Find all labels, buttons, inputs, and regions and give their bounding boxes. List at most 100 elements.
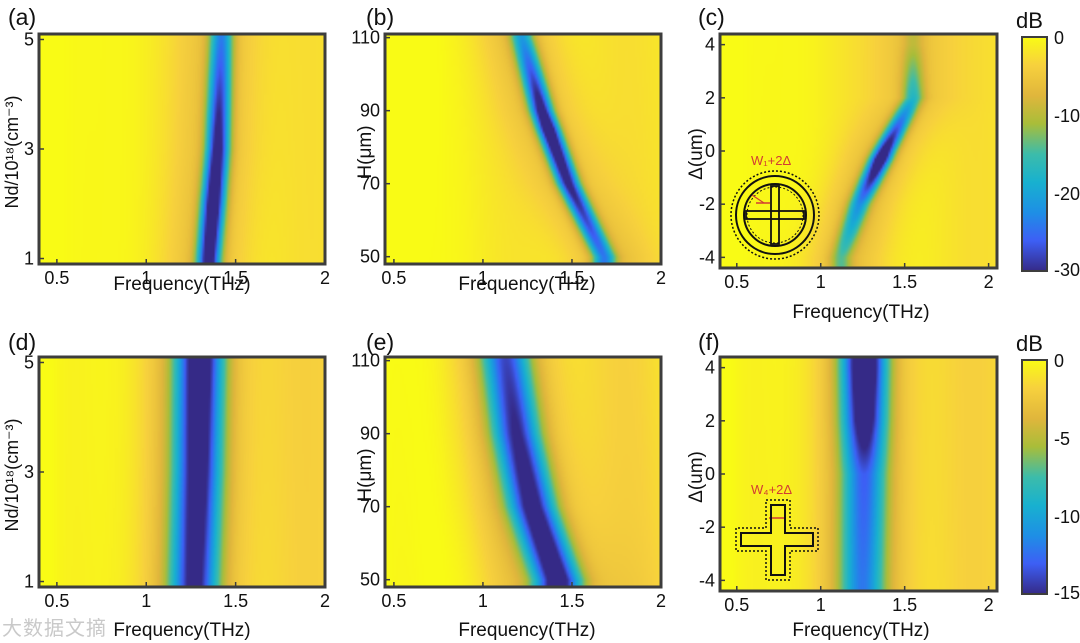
xlabel-d: Frequency(THz) — [113, 620, 250, 641]
colorbar-1-tick-label: -10 — [1054, 106, 1080, 126]
inset-cross-f — [740, 504, 814, 576]
yticks-c: -4 -2 0 2 4 — [699, 35, 725, 267]
xtick-label-e: 0.5 — [381, 591, 406, 611]
colorbar-1-unit: dB — [1016, 8, 1043, 33]
xtick-label-c: 1 — [816, 272, 826, 292]
xtick-label-d: 0.5 — [44, 591, 69, 611]
xtick-label-e: 1.5 — [559, 591, 584, 611]
xtick-label-c: 2 — [984, 272, 994, 292]
xtick-label-e: 1 — [478, 591, 488, 611]
inset-label-c: W₁+2Δ — [751, 153, 791, 168]
ytick-label-c: -2 — [699, 194, 715, 214]
inset-f: W₄+2Δ — [735, 482, 819, 581]
colorbar-1-tick-label: 0 — [1054, 28, 1064, 48]
xtick-label-e: 2 — [656, 591, 666, 611]
inset-leader-c — [751, 194, 765, 204]
ytick-label-d: 1 — [24, 572, 34, 592]
panel-c: (c) Frequency(THz) Δ(um) 0.5 1 1.5 2 -4 -2 0 2 4… — [686, 4, 999, 323]
xtick-label-c: 0.5 — [724, 272, 749, 292]
colorbar-1-tick-label: -30 — [1054, 260, 1080, 280]
xtick-label-d: 1.5 — [223, 591, 248, 611]
xlabel-f: Frequency(THz) — [792, 620, 929, 641]
xtick-label-d: 1 — [141, 591, 151, 611]
ylabel-f: Δ(um) — [686, 451, 707, 503]
xtick-label-b: 1.5 — [559, 268, 584, 288]
xticks-d: 0.5 1 1.5 2 — [44, 582, 330, 611]
panel-label-d: (d) — [8, 329, 36, 355]
inset-cross-h-c — [745, 210, 805, 220]
inset-inner-ring-c — [743, 183, 807, 247]
yticks-b: 50 70 90 110 — [351, 28, 390, 267]
xtick-label-b: 1 — [478, 268, 488, 288]
ytick-label-f: -2 — [699, 517, 715, 537]
ytick-label-b: 70 — [360, 174, 380, 194]
ytick-label-e: 50 — [360, 570, 380, 590]
inset-inner-dotted-c — [746, 186, 804, 244]
xticks-e: 0.5 1 1.5 2 — [381, 582, 666, 611]
ytick-label-c: 0 — [705, 141, 715, 161]
xtick-label-f: 1.5 — [892, 595, 917, 615]
xtick-label-c: 1.5 — [892, 272, 917, 292]
panel-b: (b) Frequency(THz) H(μm) 0.5 1 1.5 2 50 70 90 1… — [351, 4, 666, 295]
yticks-f: -4 -2 0 2 4 — [699, 358, 725, 590]
ylabel-d: Nd/10¹⁸(cm⁻³) — [2, 418, 22, 531]
xtick-label-f: 2 — [984, 595, 994, 615]
ylabel-c: Δ(um) — [686, 128, 707, 180]
xticks-a: 0.5 1 1.5 2 — [44, 259, 330, 288]
xticks-c: 0.5 1 1.5 2 — [724, 263, 994, 292]
ytick-label-f: -4 — [699, 570, 715, 590]
inset-cross-outline-f — [735, 499, 819, 581]
heatmap-a — [39, 34, 325, 264]
yticks-d: 1 3 5 — [24, 352, 44, 592]
colorbar-1-tick-label: -20 — [1054, 184, 1080, 204]
ytick-label-b: 90 — [360, 101, 380, 121]
colorbar-2: dB 0 -5 -10 -15 — [1016, 331, 1080, 603]
ytick-label-f: 2 — [705, 411, 715, 431]
ytick-label-a: 5 — [24, 29, 34, 49]
xtick-label-b: 0.5 — [381, 268, 406, 288]
watermark: 大数据文摘 — [2, 616, 107, 640]
ytick-label-d: 3 — [24, 462, 34, 482]
inset-cross-v-c — [770, 185, 780, 245]
ytick-label-c: 2 — [705, 88, 715, 108]
ylabel-b: H(μm) — [355, 125, 376, 178]
xtick-label-a: 0.5 — [44, 268, 69, 288]
ytick-label-e: 70 — [360, 497, 380, 517]
inset-outer-ring-c — [735, 175, 815, 255]
ytick-label-a: 1 — [24, 249, 34, 269]
ytick-label-a: 3 — [24, 139, 34, 159]
xlabel-e: Frequency(THz) — [458, 620, 595, 641]
ytick-label-d: 5 — [24, 352, 34, 372]
heatmap-c — [720, 34, 997, 268]
panel-d: (d) Frequency(THz) Nd/10¹⁸(cm⁻³) 0.5 1 1.5… — [2, 329, 330, 641]
ytick-label-e: 110 — [351, 351, 380, 371]
ytick-label-c: 4 — [705, 35, 715, 55]
xtick-label-a: 1.5 — [223, 268, 248, 288]
yticks-a: 1 3 5 — [24, 29, 44, 269]
heatmap-e — [385, 357, 661, 587]
colorbar-1: dB 0 -10 -20 -30 — [1016, 8, 1080, 280]
panel-label-a: (a) — [8, 4, 36, 30]
ytick-label-f: 0 — [705, 464, 715, 484]
colorbar-2-tick-label: -10 — [1054, 507, 1080, 527]
xtick-label-b: 2 — [656, 268, 666, 288]
heatmap-d — [39, 357, 325, 587]
colorbar-1-ticks: 0 -10 -20 -30 — [1054, 28, 1080, 280]
xtick-label-f: 0.5 — [724, 595, 749, 615]
colorbar-2-ticks: 0 -5 -10 -15 — [1054, 351, 1080, 603]
xtick-label-a: 2 — [320, 268, 330, 288]
panel-f: (f) Frequency(THz) Δ(um) 0.5 1 1.5 2 -4 -2 0 2 4… — [686, 329, 999, 641]
xtick-label-f: 1 — [816, 595, 826, 615]
ytick-label-c: -4 — [699, 247, 715, 267]
ytick-label-b: 110 — [351, 28, 380, 48]
ylabel-e: H(μm) — [355, 448, 376, 501]
panel-e: (e) Frequency(THz) H(μm) 0.5 1 1.5 2 50 70 90 1… — [351, 329, 666, 641]
panel-a: (a) Frequency(THz) Nd/10¹⁸(cm⁻³) 0.5 1 1.5… — [2, 4, 330, 295]
colorbar-2-tick-label: -15 — [1054, 583, 1080, 603]
xticks-f: 0.5 1 1.5 2 — [724, 586, 994, 615]
colorbar-1-gradient — [1021, 36, 1048, 272]
frame-e — [383, 355, 663, 589]
panel-label-e: (e) — [366, 329, 394, 355]
inset-label-f: W₄+2Δ — [751, 482, 792, 497]
